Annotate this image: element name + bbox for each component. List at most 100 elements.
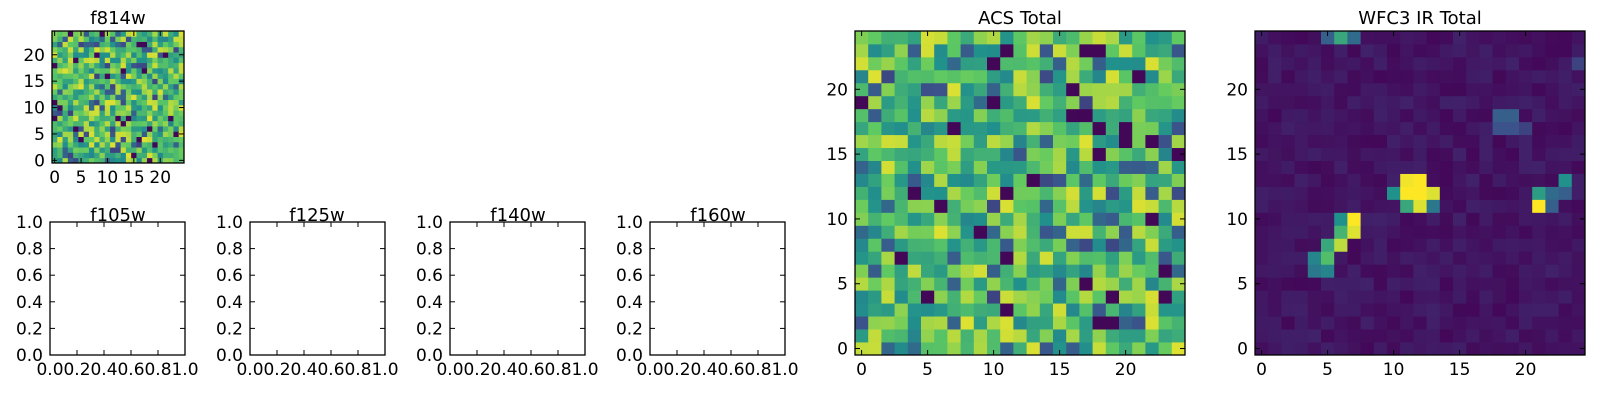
heatmap-cell [934, 82, 948, 97]
heatmap-cell [57, 41, 63, 48]
heatmap-cell [110, 41, 116, 48]
heatmap-cell [57, 136, 63, 143]
heatmap-cell [157, 152, 164, 159]
heatmap-cell [1158, 160, 1173, 174]
heatmap-cell [78, 99, 85, 106]
heatmap-cell [147, 73, 153, 79]
heatmap-cell [152, 147, 158, 153]
heatmap-cell [1119, 147, 1133, 161]
heatmap-cell [1413, 82, 1427, 97]
heatmap-cell [136, 115, 143, 122]
heatmap-cell [1558, 238, 1573, 252]
heatmap-cell [1492, 342, 1507, 356]
x-tick-label: 10 [983, 360, 1005, 380]
heatmap-cell [99, 94, 106, 101]
heatmap-cell [141, 147, 148, 153]
heatmap-cell [960, 95, 975, 110]
heatmap-cell [1453, 31, 1467, 45]
heatmap-cell [1000, 31, 1014, 45]
heatmap-cell [1079, 173, 1093, 187]
heatmap-cell [94, 110, 100, 116]
heatmap-cell [1105, 95, 1120, 110]
heatmap-cell [934, 251, 948, 265]
heatmap-cell [62, 46, 69, 53]
heatmap-cell [104, 136, 111, 143]
heatmap-cell [1255, 225, 1269, 239]
heatmap-cell [868, 82, 882, 97]
heatmap-cell [152, 131, 158, 137]
heatmap-cell [120, 83, 127, 90]
heatmap-cell [1505, 212, 1520, 226]
x-tick-label: 0.6 [317, 360, 344, 380]
heatmap-cell [1453, 303, 1467, 317]
heatmap-cell [1079, 121, 1093, 136]
heatmap-cell [136, 36, 143, 42]
heatmap-cell [907, 160, 922, 174]
heatmap-cell [1079, 43, 1093, 58]
x-tick-label: 0.2 [263, 360, 290, 380]
heatmap-cell [1321, 316, 1335, 330]
heatmap-cell [1532, 264, 1546, 278]
heatmap-cell [907, 173, 922, 187]
heatmap-cell [1105, 82, 1120, 97]
heatmap-cell [115, 115, 122, 122]
x-tick-label: 15 [1449, 360, 1471, 380]
heatmap-cell [1119, 290, 1133, 304]
heatmap-cell [1545, 95, 1559, 110]
heatmap-cell [1571, 225, 1586, 239]
heatmap-cell [855, 212, 869, 226]
heatmap-cell [73, 131, 79, 137]
heatmap-cell [1321, 147, 1335, 161]
heatmap-cell [125, 57, 132, 64]
heatmap-cell [1255, 199, 1269, 213]
heatmap-cell [1545, 277, 1559, 291]
heatmap-cell [1294, 251, 1309, 265]
heatmap-cell [1145, 290, 1159, 304]
heatmap-cell [1505, 31, 1520, 45]
heatmap-cell [1268, 43, 1282, 58]
heatmap-cell [907, 147, 922, 161]
heatmap-cell [921, 69, 935, 84]
heatmap-cell [157, 104, 164, 111]
heatmap-cell [73, 126, 79, 132]
heatmap-cell [1026, 342, 1041, 356]
heatmap-cell [1171, 199, 1186, 213]
heatmap-cell [173, 99, 180, 106]
heatmap-cell [1105, 277, 1120, 291]
heatmap-cell [147, 83, 153, 90]
y-tick-label: 0.8 [616, 240, 643, 260]
heatmap-cell [1545, 303, 1559, 317]
heatmap-cell [1545, 238, 1559, 252]
heatmap-cell [1321, 290, 1335, 304]
heatmap-cell [168, 141, 174, 148]
heatmap-cell [1321, 212, 1335, 226]
heatmap-cell [152, 31, 158, 37]
heatmap-cell [1558, 290, 1573, 304]
axes-frame [51, 30, 185, 164]
heatmap-cell [94, 131, 100, 137]
heatmap-cell [115, 46, 122, 53]
heatmap-cell [1400, 290, 1414, 304]
y-tick-label: 0.2 [416, 319, 443, 339]
heatmap-cell [110, 131, 116, 137]
heatmap-cell [1268, 134, 1282, 149]
heatmap-cell [131, 89, 137, 95]
heatmap-cell [1321, 31, 1335, 45]
heatmap-cell [1281, 173, 1295, 187]
heatmap-cell [1105, 199, 1120, 213]
heatmap-cell [67, 41, 74, 48]
heatmap-cell [62, 41, 69, 48]
heatmap-cell [115, 73, 122, 79]
heatmap-cell [1132, 121, 1146, 136]
heatmap-cell [67, 46, 74, 53]
heatmap-cell [1400, 82, 1414, 97]
heatmap-cell [947, 199, 961, 213]
heatmap-cell [147, 94, 153, 101]
heatmap-cell [1307, 303, 1322, 317]
heatmap-cell [131, 147, 137, 153]
heatmap-cell [115, 147, 122, 153]
heatmap-cell [1158, 212, 1173, 226]
heatmap-cell [1294, 290, 1309, 304]
heatmap-cell [1119, 95, 1133, 110]
heatmap-cell [78, 62, 85, 69]
